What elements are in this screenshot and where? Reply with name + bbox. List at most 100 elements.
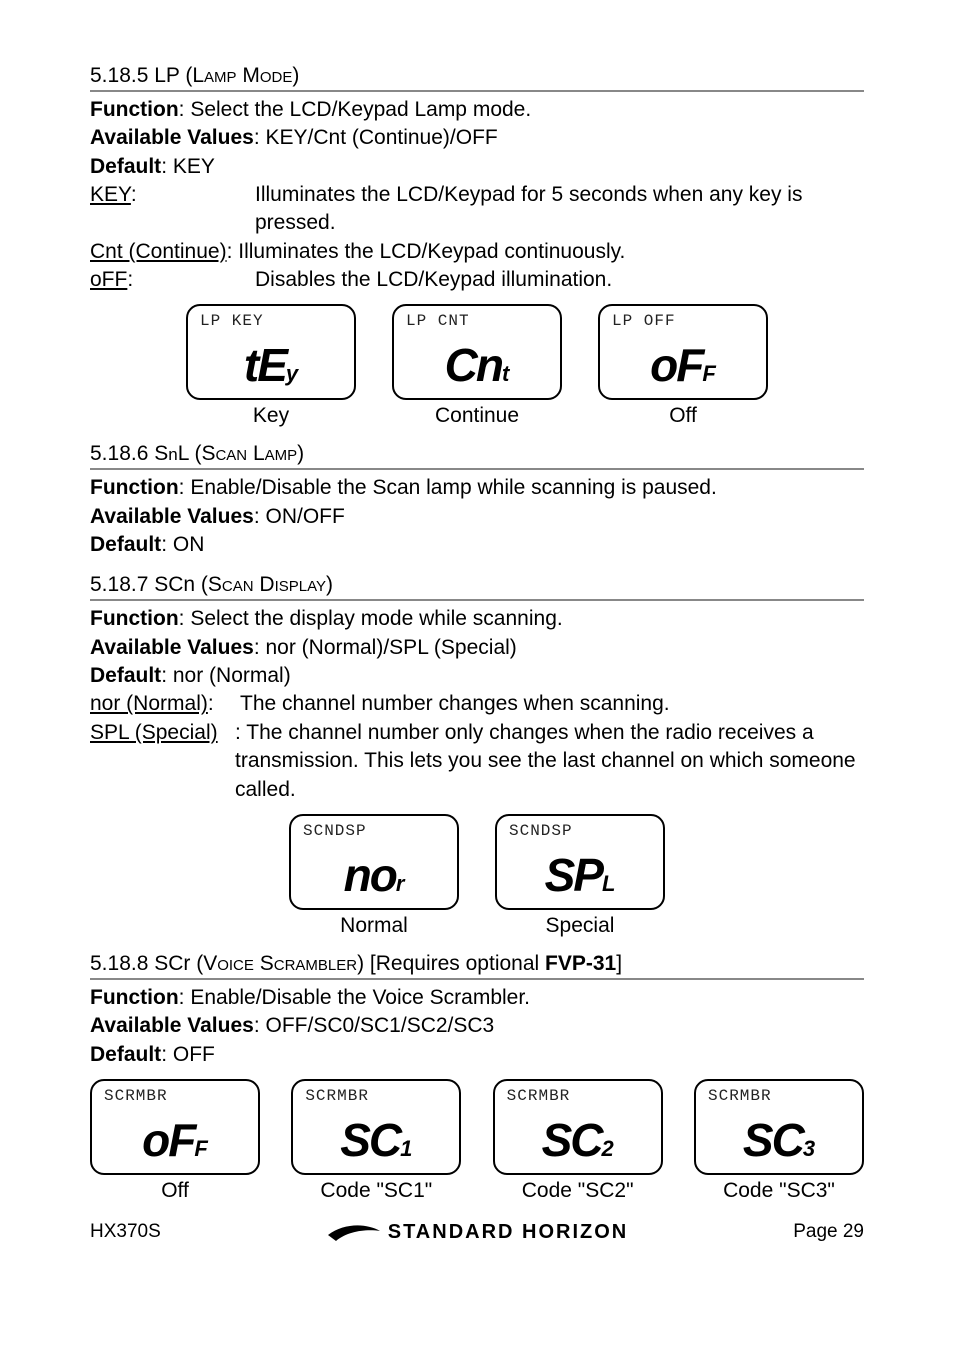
- def-nor: nor (Normal): The channel number changes…: [90, 690, 864, 718]
- lcd-top: LP KEY: [200, 312, 264, 330]
- heading-mid: ) [Requires optional: [357, 952, 545, 975]
- def-term: Cnt (Continue): [90, 240, 227, 263]
- lcd-row-lamp: LP KEY tEy Key LP CNT Cnt Continue LP OF…: [90, 304, 864, 428]
- lcd-unit: LP OFF oFF Off: [598, 304, 768, 428]
- heading-sc: Voice Scrambler: [203, 952, 357, 975]
- page-number: Page 29: [793, 1221, 864, 1243]
- lcd-display: LP OFF oFF: [598, 304, 768, 400]
- avail-text: : KEY/Cnt (Continue)/OFF: [254, 126, 498, 149]
- lcd-caption: Code "SC3": [723, 1179, 835, 1203]
- heading-mid: n: [168, 445, 177, 464]
- avail-label: Available Values: [90, 505, 254, 528]
- lcd-caption: Normal: [340, 914, 408, 938]
- avail-label: Available Values: [90, 1014, 254, 1037]
- lcd-top: LP OFF: [612, 312, 676, 330]
- lcd-unit: SCRMBR SC2 Code "SC2": [493, 1079, 663, 1203]
- lcd-caption: Code "SC1": [320, 1179, 432, 1203]
- heading-num: 5.18.7 SCn (: [90, 573, 208, 596]
- default-line: Default: nor (Normal): [90, 662, 864, 690]
- lcd-main: SC1: [293, 1113, 459, 1167]
- function-label: Function: [90, 986, 179, 1009]
- def-off: oFF: Disables the LCD/Keypad illuminatio…: [90, 266, 864, 294]
- avail-text: : OFF/SC0/SC1/SC2/SC3: [254, 1014, 494, 1037]
- lcd-main: oFF: [92, 1113, 258, 1167]
- lcd-top: SCRMBR: [708, 1087, 772, 1105]
- lcd-top: SCNDSP: [509, 822, 573, 840]
- default-line: Default: KEY: [90, 153, 864, 181]
- function-line: Function: Enable/Disable the Scan lamp w…: [90, 474, 864, 502]
- lcd-caption: Off: [161, 1179, 189, 1203]
- default-label: Default: [90, 155, 161, 178]
- heading-close: ): [292, 64, 299, 87]
- lcd-display: LP KEY tEy: [186, 304, 356, 400]
- def-key: KEY: Illuminates the LCD/Keypad for 5 se…: [90, 181, 864, 238]
- lcd-caption: Off: [669, 404, 697, 428]
- lcd-display: SCNDSP nor: [289, 814, 459, 910]
- heading-close: ): [326, 573, 333, 596]
- lcd-display: SCRMBR oFF: [90, 1079, 260, 1175]
- heading-sc: Scan Display: [208, 573, 326, 596]
- lcd-main: SC2: [495, 1113, 661, 1167]
- avail-line: Available Values: OFF/SC0/SC1/SC2/SC3: [90, 1012, 864, 1040]
- default-text: : OFF: [161, 1043, 215, 1066]
- default-text: : ON: [161, 533, 204, 556]
- model-number: HX370S: [90, 1221, 161, 1243]
- avail-line: Available Values: nor (Normal)/SPL (Spec…: [90, 634, 864, 662]
- avail-label: Available Values: [90, 636, 254, 659]
- def-body: The channel number changes when scanning…: [240, 690, 864, 718]
- heading-num: 5.18.8 SCr (: [90, 952, 203, 975]
- default-line: Default: ON: [90, 531, 864, 559]
- lcd-top: SCRMBR: [104, 1087, 168, 1105]
- footer-center: STANDARD HORIZON: [161, 1221, 793, 1244]
- heading-5-18-8: 5.18.8 SCr (Voice Scrambler) [Requires o…: [90, 952, 864, 980]
- function-text: : Select the LCD/Keypad Lamp mode.: [179, 98, 532, 121]
- lcd-caption: Continue: [435, 404, 519, 428]
- brand-text: STANDARD HORIZON: [388, 1221, 629, 1244]
- def-term: SPL (Special): [90, 719, 240, 804]
- def-body: Illuminates the LCD/Keypad for 5 seconds…: [255, 181, 864, 238]
- lcd-display: SCNDSP SPL: [495, 814, 665, 910]
- lcd-top: SCNDSP: [303, 822, 367, 840]
- lcd-main: oFF: [600, 338, 766, 392]
- lcd-main: nor: [291, 848, 457, 902]
- default-label: Default: [90, 664, 161, 687]
- heading-close: ): [297, 442, 304, 465]
- function-label: Function: [90, 476, 179, 499]
- lcd-unit: SCNDSP SPL Special: [495, 814, 665, 938]
- heading-sc: Scan Lamp: [201, 442, 297, 465]
- lcd-unit: SCRMBR SC3 Code "SC3": [694, 1079, 864, 1203]
- default-text: : nor (Normal): [161, 664, 291, 687]
- def-term: KEY:: [90, 181, 255, 238]
- heading-num: 5.18.6 S: [90, 442, 168, 465]
- lcd-display: SCRMBR SC2: [493, 1079, 663, 1175]
- avail-text: : ON/OFF: [254, 505, 345, 528]
- def-body: Disables the LCD/Keypad illumination.: [255, 266, 864, 294]
- lcd-top: SCRMBR: [305, 1087, 369, 1105]
- lcd-display: SCRMBR SC3: [694, 1079, 864, 1175]
- default-label: Default: [90, 533, 161, 556]
- function-text: : Enable/Disable the Voice Scrambler.: [179, 986, 530, 1009]
- default-line: Default: OFF: [90, 1041, 864, 1069]
- lcd-main: tEy: [188, 338, 354, 392]
- avail-text: : nor (Normal)/SPL (Special): [254, 636, 517, 659]
- avail-label: Available Values: [90, 126, 254, 149]
- lcd-top: SCRMBR: [507, 1087, 571, 1105]
- lcd-main: SC3: [696, 1113, 862, 1167]
- lcd-unit: SCRMBR SC1 Code "SC1": [291, 1079, 461, 1203]
- def-term: nor (Normal):: [90, 690, 240, 718]
- swoosh-icon: [326, 1221, 382, 1243]
- lcd-main: Cnt: [394, 338, 560, 392]
- heading-num: 5.18.5 LP (: [90, 64, 192, 87]
- function-line: Function: Select the LCD/Keypad Lamp mod…: [90, 96, 864, 124]
- def-term: oFF:: [90, 266, 255, 294]
- lcd-unit: SCNDSP nor Normal: [289, 814, 459, 938]
- def-cnt: Cnt (Continue): Illuminates the LCD/Keyp…: [90, 238, 864, 266]
- def-spl: SPL (Special) : The channel number only …: [90, 719, 864, 804]
- def-body: : The channel number only changes when t…: [235, 719, 864, 804]
- function-text: : Select the display mode while scanning…: [179, 607, 563, 630]
- heading-5-18-5: 5.18.5 LP (Lamp Mode): [90, 64, 864, 92]
- avail-line: Available Values: KEY/Cnt (Continue)/OFF: [90, 124, 864, 152]
- lcd-display: SCRMBR SC1: [291, 1079, 461, 1175]
- function-text: : Enable/Disable the Scan lamp while sca…: [179, 476, 717, 499]
- page-footer: HX370S STANDARD HORIZON Page 29: [90, 1221, 864, 1244]
